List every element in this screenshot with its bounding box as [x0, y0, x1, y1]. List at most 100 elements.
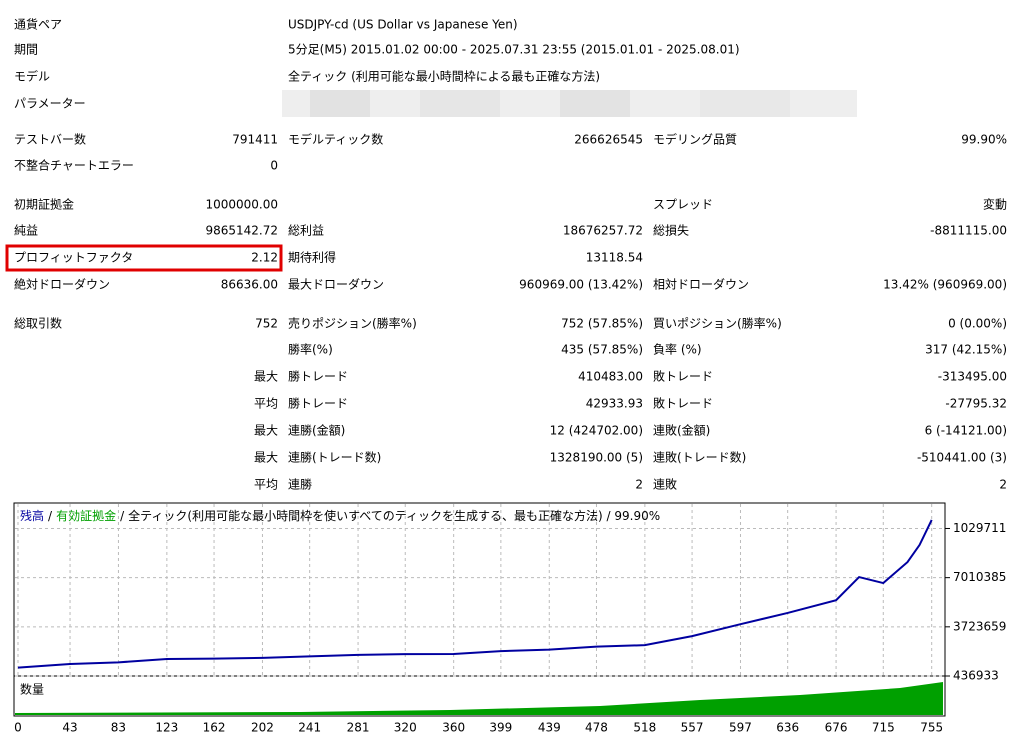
cell-label: 負率 (%) [653, 342, 702, 357]
x-tick-label: 478 [585, 721, 608, 735]
cell-value: 12 (424702.00) [550, 424, 643, 438]
balance-line [17, 519, 933, 669]
cell-value: -510441.00 (3) [917, 451, 1007, 465]
x-tick-label: 123 [155, 721, 178, 735]
header-label: モデル [14, 69, 50, 84]
cell-value: 960969.00 (13.42%) [519, 278, 643, 292]
cell-label: 絶対ドローダウン [14, 277, 110, 292]
volume-label: 数量 [20, 682, 44, 697]
x-tick-label: 597 [729, 721, 752, 735]
cell-value: 435 (57.85%) [561, 343, 643, 357]
y-tick-label: 1029711 [953, 521, 1006, 535]
cell-value: 86636.00 [221, 278, 278, 292]
header-label: パラメーター [14, 97, 86, 111]
cell-label: 敗トレード [653, 369, 713, 384]
cell-value: 791411 [232, 133, 278, 147]
x-tick-label: 399 [489, 721, 512, 735]
x-tick-label: 636 [776, 721, 799, 735]
cell-value: -27795.32 [945, 397, 1007, 411]
cell-value: -8811115.00 [930, 224, 1007, 238]
y-tick-label: 436933 [953, 669, 999, 683]
cell-label: 連敗(トレード数) [653, 450, 746, 465]
cell-value: 0 [270, 159, 278, 173]
cell-value: 変動 [983, 197, 1007, 212]
cell-value: 最大 [254, 424, 278, 438]
cell-value: 2 [635, 478, 643, 492]
cell-label: プロフィットファクタ [14, 251, 133, 265]
cell-label: 相対ドローダウン [653, 277, 749, 292]
x-tick-label: 320 [394, 721, 417, 735]
cell-value: 2 [999, 478, 1007, 492]
blurred-parameters [282, 90, 857, 117]
cell-label: 買いポジション(勝率%) [653, 316, 782, 331]
legend: 残高 / 有効証拠金 / 全ティック(利用可能な最小時間枠を使いすべてのティックを生成す… [20, 508, 660, 523]
cell-label: 期待利得 [288, 250, 336, 265]
x-tick-label: 162 [203, 721, 226, 735]
cell-value: 6 (-14121.00) [925, 424, 1007, 438]
cell-value: 752 (57.85%) [561, 317, 643, 331]
x-tick-label: 241 [298, 721, 321, 735]
x-tick-label: 83 [111, 721, 126, 735]
blur [560, 90, 630, 117]
legend-separator: / [48, 509, 53, 523]
y-tick-label: 7010385 [953, 570, 1006, 584]
cell-label: モデリング品質 [653, 132, 737, 147]
header-label: 通貨ペア [14, 17, 62, 32]
cell-value: 平均 [254, 397, 278, 411]
x-tick-label: 43 [62, 721, 77, 735]
cell-value: 13.42% (960969.00) [883, 278, 1007, 292]
x-tick-label: 439 [538, 721, 561, 735]
cell-value: 2.12 [251, 251, 278, 265]
cell-value: 99.90% [961, 133, 1007, 147]
x-tick-label: 202 [251, 721, 274, 735]
legend-entry: 残高 [20, 508, 44, 523]
cell-value: 平均 [254, 478, 278, 492]
cell-value: 0 (0.00%) [948, 317, 1007, 331]
cell-label: 初期証拠金 [14, 197, 74, 212]
cell-value: 9865142.72 [205, 224, 278, 238]
x-tick-label: 557 [681, 721, 704, 735]
cell-label: 売りポジション(勝率%) [288, 316, 417, 331]
cell-label: 連勝(トレード数) [288, 450, 381, 465]
cell-value: 752 [255, 317, 278, 331]
cell-value: 410483.00 [578, 370, 643, 384]
x-tick-label: 755 [920, 721, 943, 735]
cell-label: 敗トレード [653, 396, 713, 411]
cell-value: 1000000.00 [205, 198, 278, 212]
cell-value: 42933.93 [586, 397, 643, 411]
volume-area [15, 682, 943, 715]
cell-value: 1328190.00 (5) [550, 451, 643, 465]
y-tick-label: 3723659 [953, 619, 1006, 633]
header-value: 5分足(M5) 2015.01.02 00:00 - 2025.07.31 23… [288, 43, 740, 57]
cell-label: モデルティック数 [288, 132, 383, 147]
header-label: 期間 [14, 43, 38, 57]
cell-label: テストバー数 [14, 132, 86, 147]
cell-label: 総損失 [653, 223, 689, 238]
cell-value: 317 (42.15%) [925, 343, 1007, 357]
x-tick-label: 518 [633, 721, 656, 735]
x-tick-label: 360 [442, 721, 465, 735]
x-tick-label: 0 [14, 721, 22, 735]
plot-frame [13, 502, 946, 677]
cell-label: 総取引数 [14, 316, 62, 331]
cell-label: 不整合チャートエラー [14, 158, 134, 173]
cell-label: 連敗(金額) [653, 423, 710, 438]
cell-value: 13118.54 [586, 251, 643, 265]
x-tick-label: 281 [347, 721, 370, 735]
cell-label: 純益 [14, 224, 38, 238]
cell-value: 266626545 [574, 133, 643, 147]
header-value: USDJPY-cd (US Dollar vs Japanese Yen) [288, 18, 518, 32]
cell-value: 最大 [254, 451, 278, 465]
cell-value: 最大 [254, 370, 278, 384]
legend-entry: 有効証拠金 [56, 508, 116, 523]
x-tick-label: 715 [872, 721, 895, 735]
x-tick-label: 676 [825, 721, 848, 735]
highlight-box [5, 244, 283, 272]
cell-label: 連勝(金額) [288, 423, 345, 438]
cell-label: 連敗 [653, 477, 677, 492]
legend-entry: 全ティック(利用可能な最小時間枠を使いすべてのティックを生成する、最も正確な方法… [128, 508, 660, 523]
cell-label: 勝トレード [288, 396, 348, 411]
blur [310, 90, 370, 117]
